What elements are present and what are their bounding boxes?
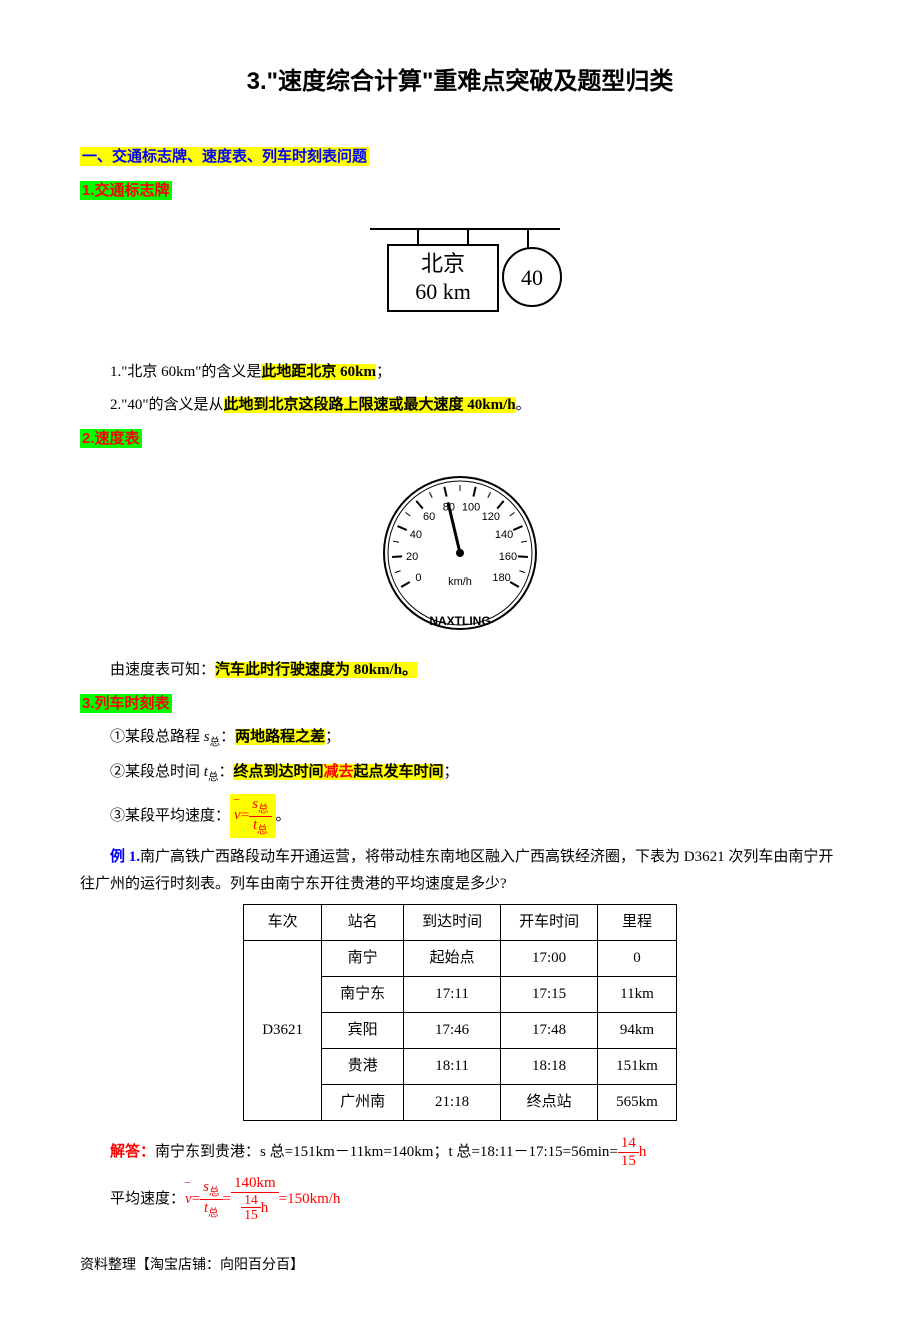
svg-text:100: 100 [462,501,480,513]
train-number-cell: D3621 [244,941,322,1121]
example-label: 例 1. [110,849,140,865]
table-row: D3621南宁起始点17:000 [244,941,677,977]
table-cell: 起始点 [404,941,501,977]
table-cell: 151km [598,1049,677,1085]
train-timetable: 车次站名到达时间开车时间里程 D3621南宁起始点17:000南宁东17:111… [243,904,677,1121]
rule-3: ③某段平均速度： v=s总t总 。 [80,794,840,838]
p-beijing-meaning: 1."北京 60km"的含义是此地距北京 60km； [80,359,840,386]
answer-line-1: 解答： 南宁东到贵港：s 总=151km－11km=140km；t 总=18:1… [80,1135,840,1169]
table-header: 车次 [244,905,322,941]
page-title: 3."速度综合计算"重难点突破及题型归类 [80,60,840,103]
table-header: 站名 [322,905,404,941]
table-cell: 17:48 [501,1013,598,1049]
avg-speed-calc: v=s总t总=140km1415h=150km/h [185,1175,340,1223]
table-cell: 18:18 [501,1049,598,1085]
speedometer-figure: 020406080100120140160180km/hNAXTLING [80,463,840,643]
svg-text:NAXTLING: NAXTLING [429,614,490,628]
table-cell: 18:11 [404,1049,501,1085]
footer-credit: 资料整理【淘宝店铺：向阳百分百】 [80,1253,840,1278]
table-cell: 17:46 [404,1013,501,1049]
svg-text:60: 60 [423,511,435,523]
table-cell: 南宁 [322,941,404,977]
example-1: 例 1.南广高铁广西路段动车开通运营，将带动桂东南地区融入广西高铁经济圈，下表为… [80,844,840,898]
table-cell: 565km [598,1085,677,1121]
svg-text:0: 0 [415,572,421,584]
svg-text:160: 160 [499,551,517,563]
sign-text-1: 北京 [421,251,465,276]
svg-text:20: 20 [406,551,418,563]
table-cell: 南宁东 [322,977,404,1013]
sign-circle-text: 40 [521,265,543,290]
rule-2: ②某段总时间 t总：终点到达时间减去起点发车时间； [80,759,840,788]
avg-speed-formula-hl: v=s总t总 [230,794,275,838]
table-header: 到达时间 [404,905,501,941]
table-cell: 贵港 [322,1049,404,1085]
svg-text:km/h: km/h [448,576,472,588]
sub-header-1: 1.交通标志牌 [80,181,172,200]
svg-text:180: 180 [492,572,510,584]
answer-label: 解答： [110,1139,155,1166]
table-cell: 终点站 [501,1085,598,1121]
svg-text:120: 120 [482,511,500,523]
table-cell: 0 [598,941,677,977]
sub-header-2: 2.速度表 [80,429,142,448]
p-speedometer-reading: 由速度表可知：汽车此时行驶速度为 80km/h。 [80,657,840,684]
frac-14-15: 1415 [618,1135,639,1169]
table-header: 里程 [598,905,677,941]
table-cell: 17:11 [404,977,501,1013]
answer-line-2: 平均速度： v=s总t总=140km1415h=150km/h [80,1175,840,1223]
svg-text:40: 40 [410,529,422,541]
rule-1: ①某段总路程 s总：两地路程之差； [80,724,840,753]
p-40-meaning: 2."40"的含义是从此地到北京这段路上限速或最大速度 40km/h。 [80,392,840,419]
table-header: 开车时间 [501,905,598,941]
table-cell: 宾阳 [322,1013,404,1049]
sub-header-3: 3.列车时刻表 [80,694,172,713]
svg-text:140: 140 [495,529,513,541]
table-cell: 17:00 [501,941,598,977]
table-cell: 广州南 [322,1085,404,1121]
table-cell: 17:15 [501,977,598,1013]
table-cell: 94km [598,1013,677,1049]
table-cell: 21:18 [404,1085,501,1121]
sign-text-2: 60 km [415,279,471,304]
section-header-1: 一、交通标志牌、速度表、列车时刻表问题 [80,147,369,166]
traffic-sign-figure: 北京 60 km 40 [80,215,840,345]
table-cell: 11km [598,977,677,1013]
